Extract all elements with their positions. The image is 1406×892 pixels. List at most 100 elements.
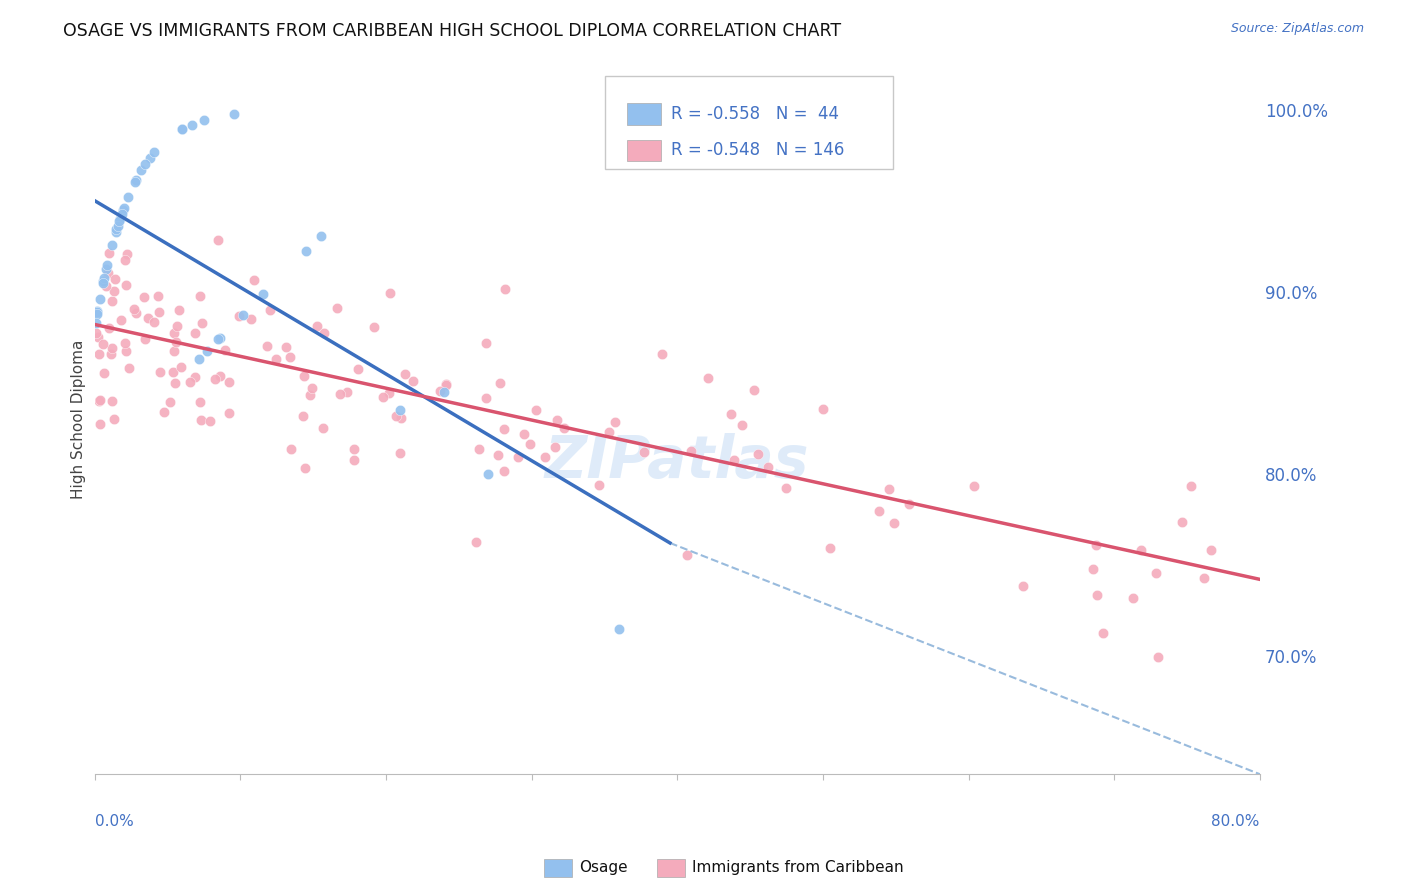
Point xyxy=(813,401,835,416)
Point xyxy=(1144,566,1167,581)
Point xyxy=(274,340,297,354)
Point xyxy=(259,303,281,318)
Text: R = -0.558   N =  44: R = -0.558 N = 44 xyxy=(671,105,838,123)
Point xyxy=(152,405,174,419)
Y-axis label: High School Diploma: High School Diploma xyxy=(72,340,86,499)
Point xyxy=(111,203,134,218)
Point xyxy=(312,326,335,340)
Point xyxy=(434,376,457,391)
Point xyxy=(87,347,110,361)
Text: R = -0.548   N = 146: R = -0.548 N = 146 xyxy=(671,141,844,160)
Point xyxy=(1085,588,1108,602)
Point xyxy=(159,395,181,409)
Point xyxy=(475,391,498,405)
Point xyxy=(108,211,131,226)
Point xyxy=(720,407,742,421)
Point xyxy=(963,479,986,493)
Point xyxy=(294,461,316,475)
Point xyxy=(115,344,138,359)
Point xyxy=(307,318,329,333)
Point xyxy=(378,385,401,400)
Point xyxy=(363,320,385,334)
Point xyxy=(243,272,266,286)
Point xyxy=(124,175,146,189)
Point xyxy=(89,417,111,431)
Point xyxy=(775,481,797,495)
Point xyxy=(86,304,108,318)
Point xyxy=(742,383,765,397)
Point xyxy=(89,393,111,408)
Point xyxy=(394,367,416,381)
Point xyxy=(132,290,155,304)
Point xyxy=(494,282,516,296)
Point xyxy=(388,446,411,460)
Point xyxy=(292,409,315,424)
Point xyxy=(170,359,193,374)
Point xyxy=(343,453,366,467)
Point xyxy=(207,233,229,247)
Point xyxy=(134,332,156,346)
Point xyxy=(402,374,425,388)
Point xyxy=(112,201,135,215)
Point xyxy=(533,450,555,465)
Point xyxy=(97,267,120,281)
Point xyxy=(256,339,278,353)
Point xyxy=(222,107,245,121)
Point xyxy=(486,449,509,463)
Point xyxy=(598,425,620,439)
Point xyxy=(101,341,124,355)
Point xyxy=(292,369,315,384)
Point xyxy=(1194,571,1216,585)
Point xyxy=(544,440,567,454)
Point xyxy=(117,190,139,204)
Point xyxy=(208,368,231,383)
Point xyxy=(124,306,146,320)
Point xyxy=(477,467,499,481)
Text: Source: ZipAtlas.com: Source: ZipAtlas.com xyxy=(1230,22,1364,36)
Point xyxy=(91,336,114,351)
Text: Immigrants from Caribbean: Immigrants from Caribbean xyxy=(692,861,904,875)
Point xyxy=(172,122,194,136)
Point xyxy=(605,415,627,429)
Point xyxy=(163,376,186,391)
Point xyxy=(877,482,900,496)
Point xyxy=(266,352,288,367)
Point xyxy=(170,122,193,136)
Point xyxy=(167,302,190,317)
Point xyxy=(118,360,141,375)
Point xyxy=(301,381,323,395)
Point xyxy=(136,310,159,325)
Point xyxy=(124,301,146,316)
Point xyxy=(723,453,745,467)
Point xyxy=(101,293,124,308)
Point xyxy=(165,334,187,349)
Point xyxy=(91,277,114,291)
Point xyxy=(138,151,160,165)
Point xyxy=(385,409,408,423)
Point xyxy=(883,516,905,531)
Text: 80.0%: 80.0% xyxy=(1212,814,1260,830)
Point xyxy=(494,422,516,436)
Point xyxy=(86,329,108,343)
Text: ZIPatlas: ZIPatlas xyxy=(546,434,810,491)
Point xyxy=(218,406,240,420)
Point xyxy=(84,316,107,330)
Point xyxy=(163,326,186,340)
Point xyxy=(107,219,129,233)
Point xyxy=(195,343,218,358)
Point xyxy=(513,426,536,441)
Point xyxy=(108,214,131,228)
Point xyxy=(87,393,110,408)
Point xyxy=(868,504,890,518)
Point xyxy=(125,172,148,186)
Point xyxy=(295,244,318,259)
Point xyxy=(104,272,127,286)
Text: OSAGE VS IMMIGRANTS FROM CARIBBEAN HIGH SCHOOL DIPLOMA CORRELATION CHART: OSAGE VS IMMIGRANTS FROM CARIBBEAN HIGH … xyxy=(63,22,841,40)
Point xyxy=(1083,562,1105,576)
Point xyxy=(114,336,136,351)
Point xyxy=(115,277,138,292)
Point xyxy=(1147,650,1170,665)
Point xyxy=(588,478,610,492)
Point xyxy=(378,285,401,300)
Point xyxy=(389,411,412,425)
